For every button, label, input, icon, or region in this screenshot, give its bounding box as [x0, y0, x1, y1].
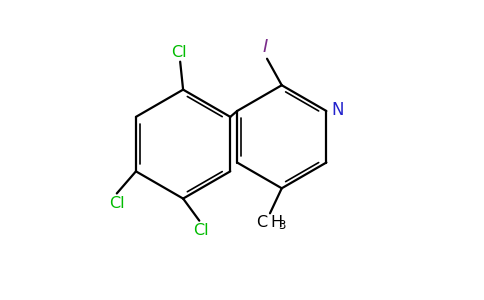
Text: H: H: [271, 215, 283, 230]
Text: Cl: Cl: [193, 223, 209, 238]
Text: Cl: Cl: [171, 45, 186, 60]
Text: Cl: Cl: [109, 196, 124, 211]
Text: N: N: [332, 100, 344, 118]
Text: C: C: [256, 215, 267, 230]
Text: 3: 3: [278, 219, 286, 232]
Text: I: I: [263, 38, 268, 56]
